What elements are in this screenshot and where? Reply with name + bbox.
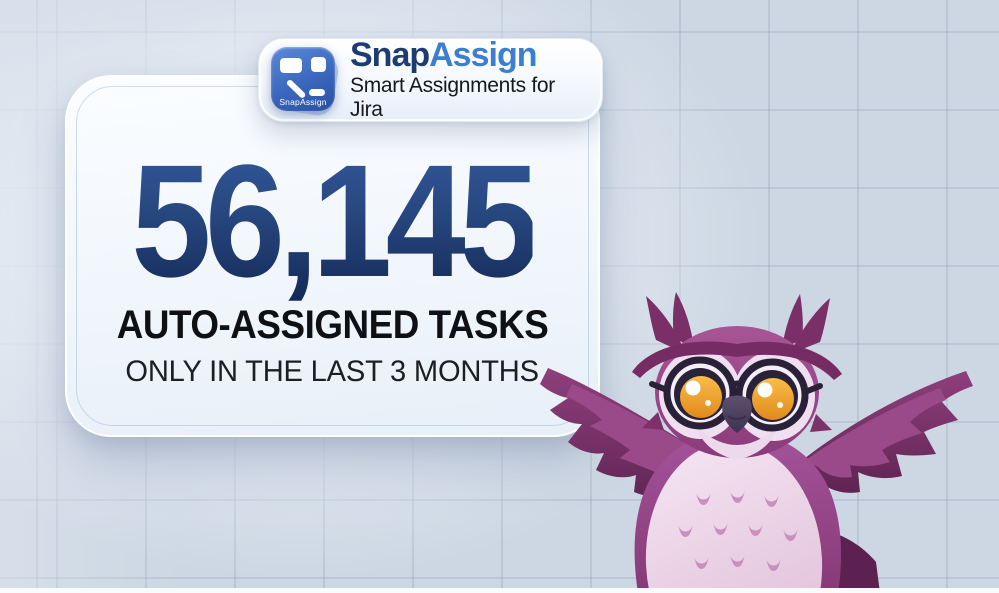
stat-sublabel: ONLY IN THE LAST 3 MONTHS bbox=[125, 355, 540, 388]
icon-tile: SnapAssign bbox=[271, 47, 335, 111]
icon-task-rect bbox=[280, 58, 302, 73]
stat-label: AUTO-ASSIGNED TASKS bbox=[116, 303, 549, 347]
owl-mascot-illustration bbox=[538, 292, 993, 593]
stats-card: 56,145 AUTO-ASSIGNED TASKS ONLY IN THE L… bbox=[65, 75, 600, 437]
brand-tagline: Smart Assignments for Jira bbox=[350, 73, 555, 121]
stat-number: 56,145 bbox=[131, 131, 540, 310]
app-badge: SnapAssign SnapAssign Smart Assignments … bbox=[258, 38, 603, 122]
owl-svg bbox=[540, 292, 973, 593]
brand-title-secondary: Assign bbox=[429, 36, 537, 75]
owl-eye-left bbox=[674, 368, 726, 420]
icon-task-square bbox=[311, 57, 326, 72]
bottom-edge-strip bbox=[0, 588, 999, 593]
brand-title-primary: Snap bbox=[350, 36, 430, 75]
brand-title: SnapAssign bbox=[350, 38, 586, 73]
icon-task-pill bbox=[309, 89, 325, 96]
icon-wordmark: SnapAssign bbox=[279, 97, 327, 107]
owl-eye-right bbox=[746, 370, 798, 422]
snapassign-app-icon: SnapAssign bbox=[269, 47, 341, 118]
icon-connector-line bbox=[286, 78, 307, 99]
